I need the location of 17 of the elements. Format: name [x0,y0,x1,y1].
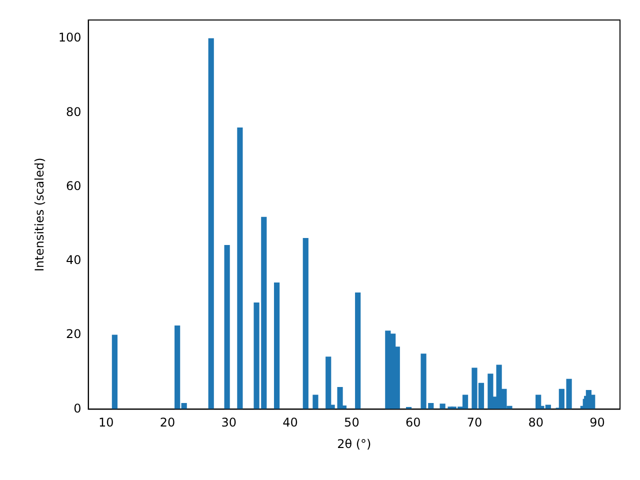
x-tick-label: 80 [528,416,544,430]
y-tick-label: 40 [66,253,82,268]
y-tick-label: 80 [66,104,82,119]
x-tick-label: 70 [466,416,482,430]
x-tick-label: 40 [282,416,298,430]
y-axis-title: Intensities (scaled) [32,158,46,272]
y-tick-label: 100 [58,30,82,45]
x-tick-label: 10 [98,416,114,430]
y-tick-label: 20 [66,327,82,342]
x-tick-label: 60 [405,416,421,430]
x-tick-label: 50 [344,416,360,430]
x-tick-label: 90 [590,416,605,430]
y-tick-label: 0 [74,401,82,416]
y-tick-label: 60 [66,178,82,193]
x-tick-label: 20 [160,416,176,430]
x-tick-label: 30 [221,416,237,430]
x-axis-title: 2θ (°) [337,436,372,451]
